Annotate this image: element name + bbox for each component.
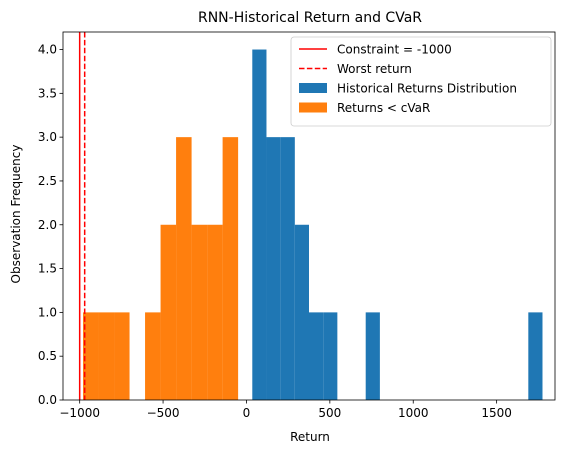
x-axis-label: Return <box>290 430 330 444</box>
y-tick-label: 4.0 <box>38 43 57 57</box>
x-tick-label: −1000 <box>59 406 100 420</box>
bar-historical-6 <box>365 312 380 400</box>
x-tick-label: −500 <box>147 406 180 420</box>
bar-cvar-8 <box>222 137 239 400</box>
y-tick-label: 1.0 <box>38 305 57 319</box>
reference-lines-group <box>78 32 86 400</box>
x-tick-label: 1000 <box>398 406 429 420</box>
legend: Constraint = -1000 Worst return Historical… <box>290 36 552 127</box>
y-tick-label: 2.5 <box>38 174 57 188</box>
y-tick-label: 3.5 <box>38 86 57 100</box>
bar-historical-0 <box>252 49 267 401</box>
y-axis-ticks: 0.0 0.5 1.0 1.5 2.0 2.5 3.0 3.5 4.0 <box>38 43 63 407</box>
legend-cvar-symbol <box>299 102 327 113</box>
bar-historical-2 <box>280 137 295 400</box>
bar-historical-3 <box>294 224 309 400</box>
legend-box <box>290 36 552 127</box>
chart-title: RNN-Historical Return and CVaR <box>198 10 422 26</box>
legend-historical-symbol <box>299 83 327 93</box>
bar-cvar-1 <box>98 312 115 400</box>
legend-historical-label: Historical Returns Distribution <box>337 81 517 95</box>
bar-historical-7 <box>528 312 543 400</box>
bar-cvar-0 <box>83 312 99 400</box>
bar-cvar-2 <box>114 312 130 400</box>
bar-historical-4 <box>309 312 324 400</box>
bars-group <box>83 49 543 401</box>
legend-constraint-label: Constraint = -1000 <box>337 42 452 56</box>
bar-cvar-6 <box>191 224 208 400</box>
legend-cvar-label: Returns < cVaR <box>337 101 430 115</box>
bar-cvar-5 <box>176 137 192 400</box>
bar-cvar-4 <box>160 224 177 400</box>
bar-cvar-7 <box>207 224 223 400</box>
x-tick-label: 500 <box>318 406 341 420</box>
y-axis-label: Observation Frequency <box>9 145 23 284</box>
y-tick-label: 2.0 <box>38 218 57 232</box>
x-axis-ticks: −1000 −500 0 500 1000 1500 <box>59 400 512 420</box>
y-tick-label: 1.5 <box>38 262 57 276</box>
x-tick-label: 0 <box>243 406 251 420</box>
x-tick-label: 1500 <box>481 406 512 420</box>
bar-historical-1 <box>266 137 281 400</box>
y-tick-label: 3.0 <box>38 130 57 144</box>
bar-historical-5 <box>323 312 338 400</box>
y-tick-label: 0.5 <box>38 349 57 363</box>
bar-cvar-3 <box>145 312 161 400</box>
y-tick-label: 0.0 <box>38 393 57 407</box>
legend-worst-return-label: Worst return <box>337 62 412 76</box>
plot-frame <box>62 31 556 401</box>
